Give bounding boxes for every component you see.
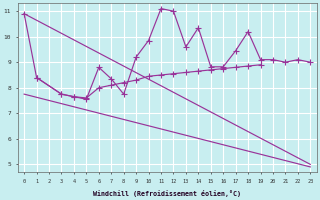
X-axis label: Windchill (Refroidissement éolien,°C): Windchill (Refroidissement éolien,°C): [93, 190, 241, 197]
